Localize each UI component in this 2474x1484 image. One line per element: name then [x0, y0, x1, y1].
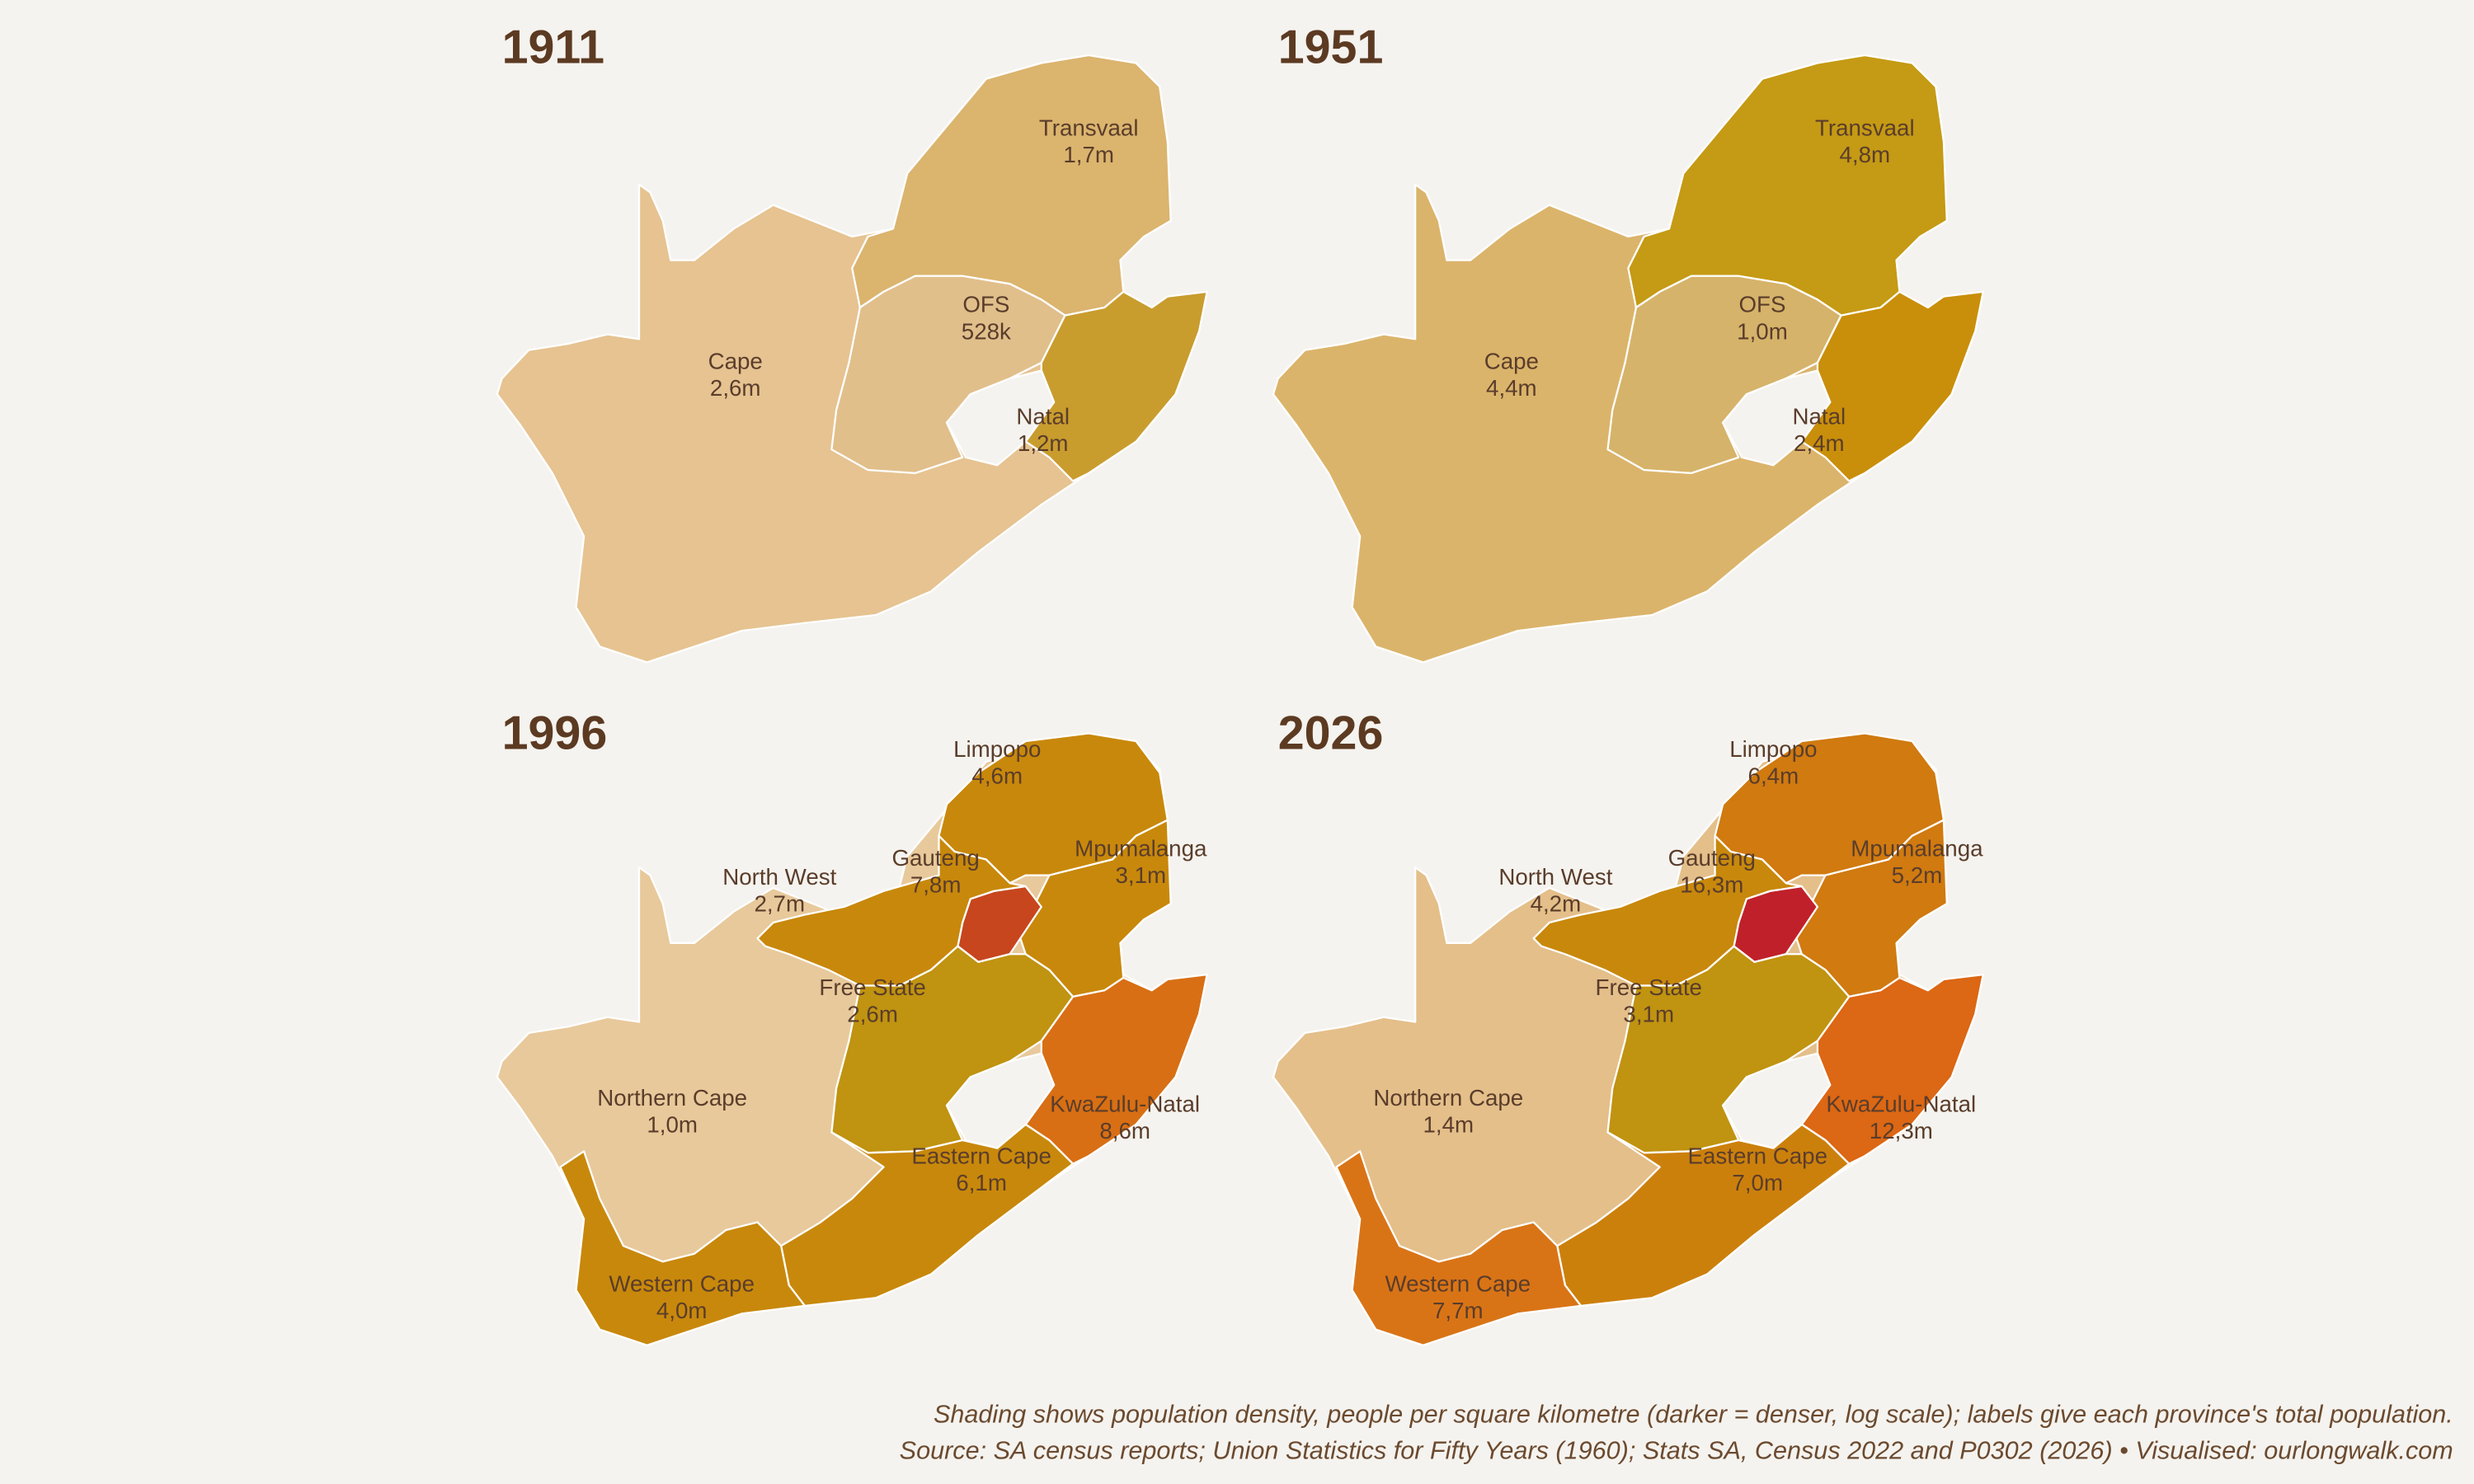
province-population: 2,7m	[754, 891, 805, 917]
province-population: 16,3m	[1680, 872, 1743, 898]
province-population: 1,0m	[1737, 318, 1788, 344]
province-population: 6,1m	[956, 1170, 1007, 1195]
province-name: KwaZulu-Natal	[1050, 1092, 1200, 1117]
panel-title: 1996	[502, 707, 608, 760]
province-name: Eastern Cape	[911, 1144, 1051, 1169]
province-population: 4,6m	[971, 763, 1023, 789]
province-name: Cape	[708, 349, 763, 374]
province	[1793, 819, 1948, 998]
province-name: Northern Cape	[597, 1085, 747, 1111]
province-population: 1,0m	[647, 1111, 698, 1137]
province-name: Eastern Cape	[1687, 1144, 1827, 1169]
province-population: 3,1m	[1623, 1002, 1674, 1027]
province-name: Cape	[1484, 349, 1539, 374]
province-name: Free State	[1596, 974, 1702, 1000]
province-name: Mpumalanga	[1851, 836, 1983, 862]
province-population: 1,4m	[1423, 1111, 1475, 1137]
province-population: 2,4m	[1794, 430, 1845, 456]
province-name: Limpopo	[1729, 736, 1817, 762]
province	[559, 1150, 807, 1346]
province-population: 4,2m	[1531, 891, 1582, 917]
panel-title: 1951	[1278, 21, 1384, 74]
province-population: 7,7m	[1432, 1298, 1484, 1323]
province-name: Natal	[1792, 404, 1846, 430]
province-population: 2,6m	[710, 375, 761, 401]
province-name: Northern Cape	[1373, 1085, 1523, 1111]
province-population: 12,3m	[1870, 1118, 1933, 1144]
province-population: 6,4m	[1748, 763, 1799, 789]
lesotho	[1721, 1052, 1832, 1149]
province	[1335, 1150, 1583, 1346]
caption: Source: SA census reports; Union Statist…	[900, 1436, 2453, 1464]
province-name: Natal	[1016, 404, 1070, 430]
province-population: 528k	[962, 318, 1011, 344]
lesotho	[945, 369, 1056, 467]
province-population: 7,0m	[1732, 1170, 1783, 1195]
province	[1556, 1123, 1851, 1307]
province-name: Mpumalanga	[1075, 836, 1207, 862]
province-name: Free State	[819, 974, 925, 1000]
province-name: Transvaal	[1039, 115, 1139, 141]
province-population: 4,4m	[1486, 375, 1537, 401]
caption: Shading shows population density, people…	[934, 1400, 2453, 1428]
province-name: Limpopo	[953, 736, 1041, 762]
province	[1532, 834, 1803, 987]
province-population: 4,0m	[656, 1298, 708, 1323]
province-name: Gauteng	[1668, 845, 1756, 871]
province-population: 1,7m	[1063, 142, 1114, 167]
province-population: 2,6m	[847, 1002, 898, 1027]
province-population: 4,8m	[1840, 142, 1891, 167]
province-name: North West	[1498, 864, 1612, 890]
province-name: KwaZulu-Natal	[1826, 1092, 1976, 1117]
province-name: OFS	[962, 292, 1009, 317]
lesotho	[945, 1052, 1056, 1149]
province-population: 5,2m	[1892, 862, 1943, 888]
province-name: OFS	[1738, 292, 1785, 317]
province-name: North West	[722, 864, 836, 890]
lesotho	[1721, 369, 1832, 467]
province-population: 3,1m	[1116, 862, 1167, 888]
province-name: Western Cape	[609, 1271, 755, 1297]
panel-title: 1911	[502, 21, 604, 74]
province-population: 7,8m	[910, 872, 962, 898]
province-population: 1,2m	[1018, 430, 1069, 456]
province	[1016, 819, 1172, 998]
province	[780, 1123, 1075, 1307]
province-name: Western Cape	[1385, 1271, 1531, 1297]
province-name: Gauteng	[891, 845, 979, 871]
province	[756, 834, 1027, 987]
province-name: Transvaal	[1815, 115, 1915, 141]
panel-title: 2026	[1278, 707, 1384, 760]
province-population: 8,6m	[1099, 1118, 1150, 1144]
